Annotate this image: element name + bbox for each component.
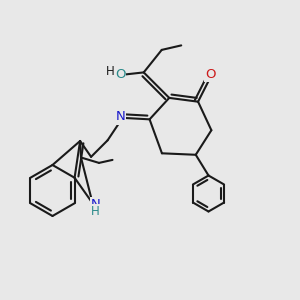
Text: O: O	[206, 68, 216, 81]
Text: H: H	[91, 205, 100, 218]
Text: O: O	[115, 68, 125, 81]
Text: H: H	[106, 65, 115, 78]
Text: N: N	[115, 110, 125, 123]
Text: N: N	[91, 198, 100, 211]
